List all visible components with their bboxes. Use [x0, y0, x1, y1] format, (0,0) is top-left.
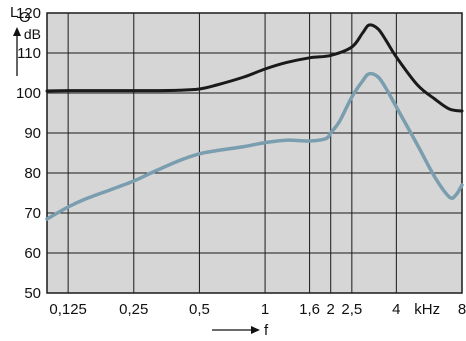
- y-axis-label-subscript: O: [19, 9, 31, 26]
- series-line-2: [45, 71, 464, 221]
- y-tick-label: 90: [24, 125, 41, 142]
- x-tick-label: 0,125: [49, 301, 87, 318]
- x-tick-label: 8: [458, 301, 466, 318]
- plot-background-layer: [47, 13, 462, 293]
- plot-area: [47, 13, 462, 293]
- y-tick-label: 50: [24, 285, 41, 302]
- x-unit-label: kHz: [414, 301, 440, 318]
- plot-frame: [46, 12, 463, 294]
- y-axis-arrow-head: [13, 27, 21, 36]
- x-tick-label: 4: [392, 301, 400, 318]
- y-axis-label: L: [10, 4, 18, 21]
- y-tick-label: 70: [24, 205, 41, 222]
- x-tick-label: 1,6: [299, 301, 320, 318]
- x-axis-arrow-head: [251, 326, 260, 334]
- y-tick-label: 60: [24, 245, 41, 262]
- grid-layer: [46, 12, 463, 294]
- y-tick-label: 80: [24, 165, 41, 182]
- x-tick-label: 2,5: [341, 301, 362, 318]
- x-tick-label: 1: [261, 301, 269, 318]
- x-tick-label: 0,5: [189, 301, 210, 318]
- series-line-1: [45, 23, 464, 113]
- y-tick-label: 120: [16, 5, 41, 22]
- x-tick-label: 0,25: [119, 301, 148, 318]
- x-axis-label: f: [264, 322, 269, 339]
- y-tick-label: 110: [17, 45, 41, 62]
- label-layer: 50 60 70 80 90 100 110 120 0,125 0,25 0,5 1 1,6 2 2,5 4…: [10, 4, 466, 339]
- y-tick-label: 100: [16, 85, 41, 102]
- series-layer: [45, 23, 464, 221]
- y-unit-label: dB: [24, 26, 41, 42]
- x-tick-label: 2: [327, 301, 335, 318]
